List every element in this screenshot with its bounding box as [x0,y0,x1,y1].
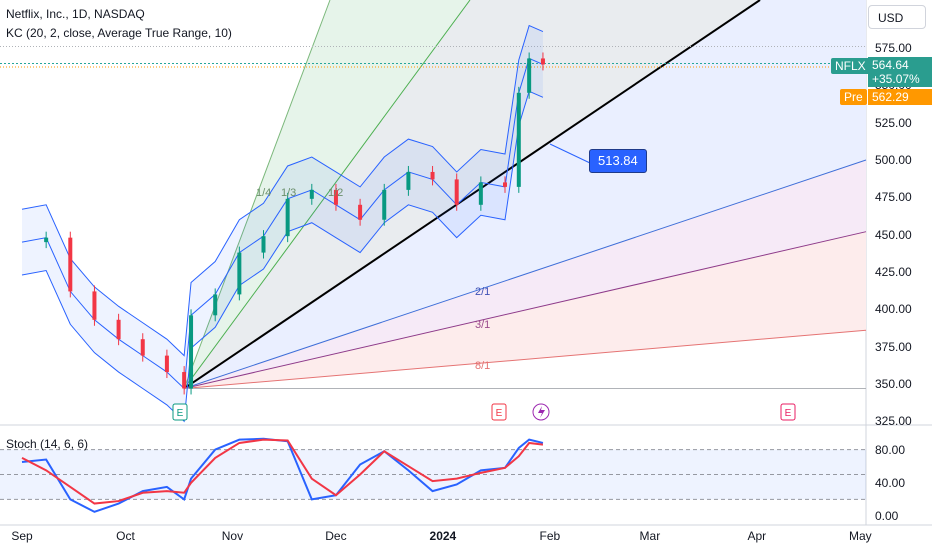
earnings-marker [172,403,188,421]
candle-body [430,171,435,180]
keltner-upper [21,24,544,357]
candle-body [516,92,521,187]
fan-label-3-1: 3/1 [475,319,491,331]
candle-body [478,182,483,205]
indicator-legend[interactable]: KC (20, 2, close, Average True Range, 10… [6,26,232,40]
candle-body [285,198,290,237]
candles [44,52,545,395]
earnings-letter: E [496,408,503,419]
candle-body [406,171,411,190]
candle-body [358,204,363,220]
price-tick: 575.00 [875,41,912,55]
fan-line-2-1 [183,159,867,389]
price-tick: 350.00 [875,377,912,391]
candle-body [44,237,49,243]
fan-label-1-2: 1/2 [328,187,344,199]
currency-button[interactable]: USD [868,5,926,29]
fan-label-8-1: 8/1 [475,360,491,372]
price-tick: 400.00 [875,302,912,317]
fan-main-line [183,0,761,390]
time-tick: Sep [11,529,33,543]
fan-zone-mid [184,0,866,389]
bolt-icon [538,406,545,418]
last-price: 564.64 [872,58,909,72]
price-callout[interactable]: 513.84 [589,149,647,173]
candle-body [182,372,187,389]
fan-label-1-3: 1/3 [281,187,297,199]
earnings-letter: E [785,408,792,419]
candle-body [140,339,145,356]
earnings-marker [491,403,507,421]
stoch-tick: 80.00 [875,442,906,457]
price-tick: 425.00 [875,265,912,279]
fan-line [183,0,471,389]
candle-body [527,58,532,93]
chart-title: Netflix, Inc., 1D, NASDAQ [6,7,145,21]
candle-body [454,179,459,205]
price-tick: 525.00 [875,115,912,130]
candle-body [164,355,169,373]
candle-body [333,189,338,205]
fan-label-2-1: 2/1 [475,286,491,298]
time-tick: Dec [325,529,347,543]
keltner-fill [22,25,543,422]
fan-line-3-1 [184,231,867,389]
pre-price-tag: 562.29 [868,89,932,105]
price-tick: 500.00 [875,153,912,167]
price-tick: 325.00 [875,414,912,429]
candle-body [92,291,97,320]
candle-body [382,189,387,220]
fan-line-8-1 [184,329,867,389]
stoch-d-line [21,438,544,505]
price-tick: 450.00 [875,227,912,242]
fan-line [183,0,331,389]
fan-label-1-4: 1/4 [256,187,272,199]
time-tick: Apr [747,529,767,543]
time-tick: Nov [221,529,244,543]
time-tick: Feb [539,529,561,543]
callout-leader [549,143,591,164]
last-price-tag: 564.64 +35.07% [868,57,932,87]
price-tick: 375.00 [875,339,912,354]
price-tick: 475.00 [875,190,912,205]
time-tick: 2024 [429,529,457,543]
gann-fan[interactable] [0,0,867,390]
symbol-tag: NFLX [831,58,870,74]
stoch-pane [0,437,866,513]
candle-body [68,237,73,292]
time-tick: Mar [639,529,661,543]
stoch-tick: 40.00 [875,475,906,490]
time-tick: May [849,529,872,543]
candle-body [540,58,545,65]
candle-body [189,315,194,389]
candle-body [116,319,121,340]
pre-label: Pre [840,89,867,105]
candle-body [261,236,266,253]
earnings-marker [780,403,796,421]
stoch-tick: 0.00 [875,509,899,523]
candle-body [503,182,507,187]
price-change: +35.07% [872,72,920,86]
candle-body [309,189,314,199]
time-tick: Oct [116,529,135,543]
candle-body [213,294,218,316]
candle-body [237,252,242,295]
earnings-letter: E [177,408,184,419]
stoch-legend[interactable]: Stoch (14, 6, 6) [6,437,89,451]
